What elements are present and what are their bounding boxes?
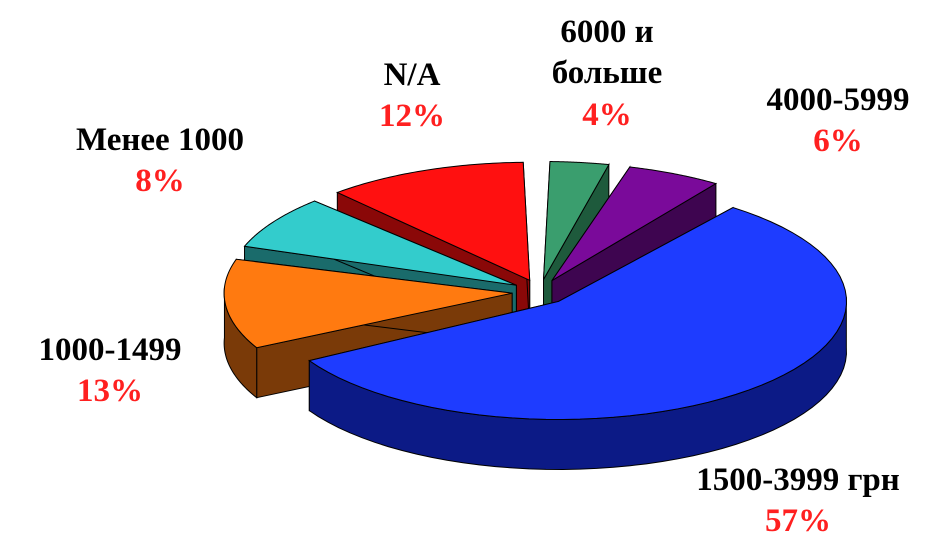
slice-percent: 13%: [77, 373, 143, 410]
slice-top-face: [551, 166, 718, 282]
pie-slice: [308, 206, 847, 470]
slice-name: 1500-3999 грн: [696, 462, 900, 498]
slice-name: 1000-1499: [38, 332, 182, 368]
slice-top-face: [543, 161, 610, 280]
slice-top-face: [223, 258, 513, 349]
slice-label-1000-1499: 1000-1499 13%: [0, 330, 220, 413]
slice-name: Менее 1000: [76, 122, 244, 158]
slice-percent: 6%: [813, 123, 863, 160]
slice-top-face: [335, 161, 531, 282]
slice-percent: 4%: [582, 96, 632, 133]
slice-top-face: [308, 207, 847, 420]
slice-label-na: N/A 12%: [322, 55, 502, 138]
slice-label-1500-3999: 1500-3999 грн 57%: [652, 460, 944, 543]
slice-name: 4000-5999: [766, 82, 910, 118]
slice-label-6000-plus: 6000 и больше 4%: [522, 12, 692, 136]
slice-name: N/A: [383, 57, 441, 93]
slice-percent: 8%: [135, 163, 185, 200]
slice-percent: 12%: [379, 98, 445, 135]
slice-top-face: [243, 200, 517, 286]
slice-label-less-1000: Менее 1000 8%: [20, 120, 300, 203]
slice-name: 6000 и: [560, 14, 654, 50]
slice-name-line2: больше: [551, 55, 663, 92]
slice-percent: 57%: [765, 503, 831, 540]
slice-label-4000-5999: 4000-5999 6%: [732, 80, 944, 163]
